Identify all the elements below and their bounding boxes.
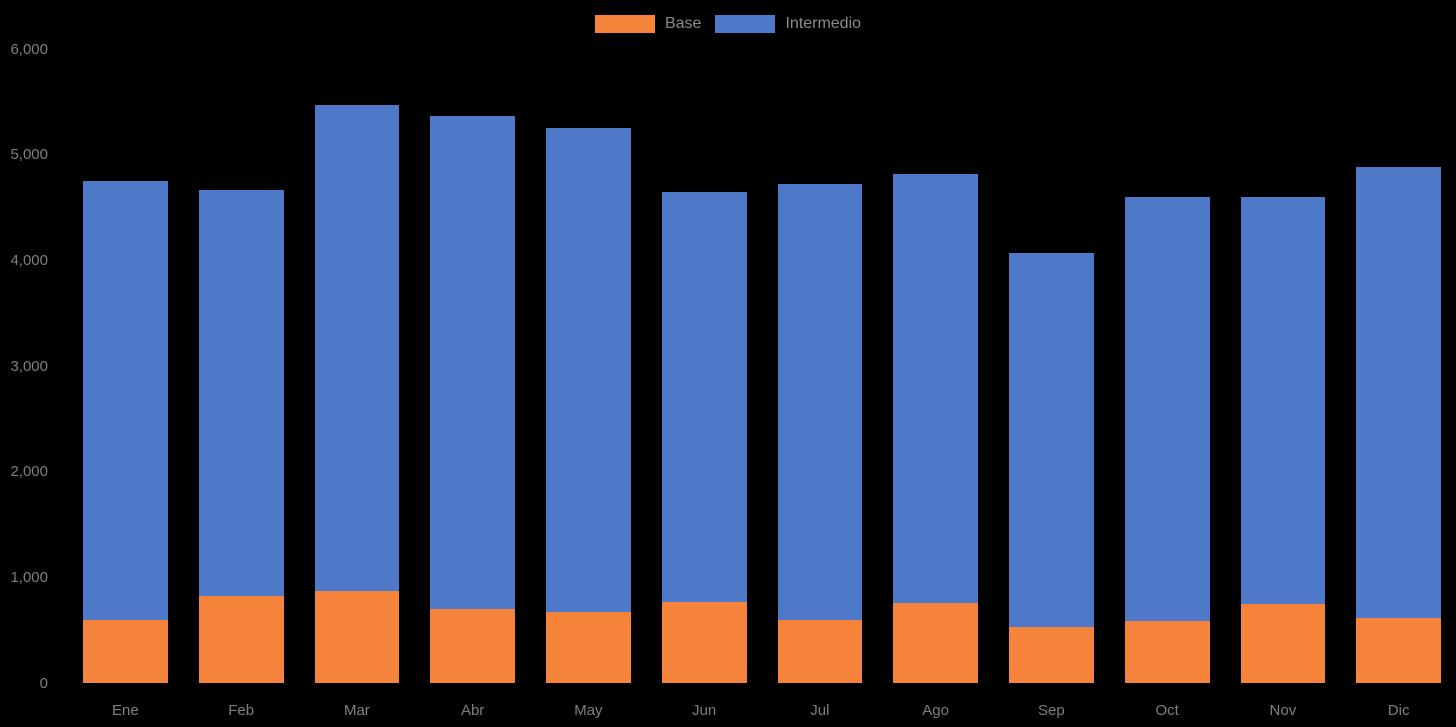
bar-segment-base-dic[interactable] — [1356, 617, 1441, 683]
x-tick-label-feb: Feb — [228, 702, 255, 719]
x-tick-label-mar: Mar — [343, 702, 370, 719]
bar-column-nov — [1240, 49, 1326, 683]
bar-column-ene — [83, 49, 168, 683]
plot-area — [83, 49, 1441, 683]
x-tick-label-may: May — [574, 702, 603, 719]
legend-swatch-base — [594, 15, 655, 33]
bar-segment-intermedio-mar[interactable] — [314, 105, 400, 592]
bar-segment-intermedio-may[interactable] — [546, 128, 631, 613]
bar-segment-base-ago[interactable] — [893, 602, 978, 683]
y-tick-label: 4,000 — [10, 251, 48, 269]
bar-segment-intermedio-dic[interactable] — [1356, 167, 1441, 618]
bar-column-jun — [661, 49, 747, 683]
y-tick-label: 2,000 — [10, 463, 48, 481]
bar-segment-intermedio-jun[interactable] — [661, 191, 747, 602]
bar-column-oct — [1124, 49, 1210, 683]
bar-column-may — [546, 49, 631, 683]
bar-segment-base-ene[interactable] — [83, 619, 168, 683]
bar-segment-base-may[interactable] — [546, 612, 631, 683]
bar-segment-base-jul[interactable] — [777, 619, 863, 683]
bar-segment-intermedio-abr[interactable] — [430, 115, 515, 610]
x-tick-label-abr: Abr — [460, 702, 485, 719]
bar-segment-intermedio-sep[interactable] — [1009, 252, 1094, 627]
bar-column-mar — [314, 49, 400, 683]
bar-segment-intermedio-nov[interactable] — [1240, 196, 1326, 604]
bar-segment-intermedio-feb[interactable] — [198, 189, 284, 597]
x-tick-label-oct: Oct — [1155, 702, 1179, 719]
bar-column-abr — [430, 49, 515, 683]
legend-item-base[interactable]: Base — [594, 15, 702, 33]
bar-column-sep — [1009, 49, 1094, 683]
x-tick-label-jun: Jun — [692, 702, 717, 719]
x-tick-label-ago: Ago — [922, 702, 949, 719]
bar-segment-base-abr[interactable] — [430, 609, 515, 683]
x-tick-label-nov: Nov — [1269, 702, 1297, 719]
bar-segment-base-nov[interactable] — [1240, 603, 1326, 683]
bar-segment-base-sep[interactable] — [1009, 627, 1094, 683]
y-axis: 0 1,000 2,000 3,000 4,000 5,000 6,000 — [0, 0, 48, 727]
x-tick-label-ene: Ene — [112, 702, 139, 719]
legend-label: Intermedio — [785, 15, 862, 32]
y-tick-label: 3,000 — [10, 357, 48, 375]
y-tick-label: 0 — [39, 674, 48, 692]
bar-segment-intermedio-oct[interactable] — [1124, 196, 1210, 621]
x-tick-label-dic: Dic — [1387, 702, 1410, 719]
bar-column-dic — [1356, 49, 1441, 683]
bar-segment-base-oct[interactable] — [1124, 620, 1210, 683]
bar-segment-intermedio-ago[interactable] — [893, 173, 978, 603]
legend-label: Base — [664, 15, 702, 32]
x-axis: Ene Feb Mar Abr May Jun Jul Ago Sep Oct Nov Dic — [83, 702, 1441, 719]
y-tick-label: 5,000 — [10, 146, 48, 164]
legend: Base Intermedio — [0, 15, 1456, 33]
bar-segment-base-mar[interactable] — [314, 591, 400, 683]
legend-swatch-intermedio — [715, 15, 776, 33]
bar-column-ago — [893, 49, 978, 683]
bar-column-feb — [198, 49, 284, 683]
y-tick-label: 6,000 — [10, 40, 48, 58]
x-tick-label-jul: Jul — [810, 702, 830, 719]
bar-column-jul — [777, 49, 863, 683]
bar-segment-intermedio-jul[interactable] — [777, 184, 863, 620]
x-tick-label-sep: Sep — [1038, 702, 1065, 719]
bar-segment-intermedio-ene[interactable] — [83, 181, 168, 620]
bar-segment-base-feb[interactable] — [198, 596, 284, 683]
legend-item-intermedio[interactable]: Intermedio — [715, 15, 861, 33]
y-tick-label: 1,000 — [10, 568, 48, 586]
bar-segment-base-jun[interactable] — [661, 601, 747, 683]
